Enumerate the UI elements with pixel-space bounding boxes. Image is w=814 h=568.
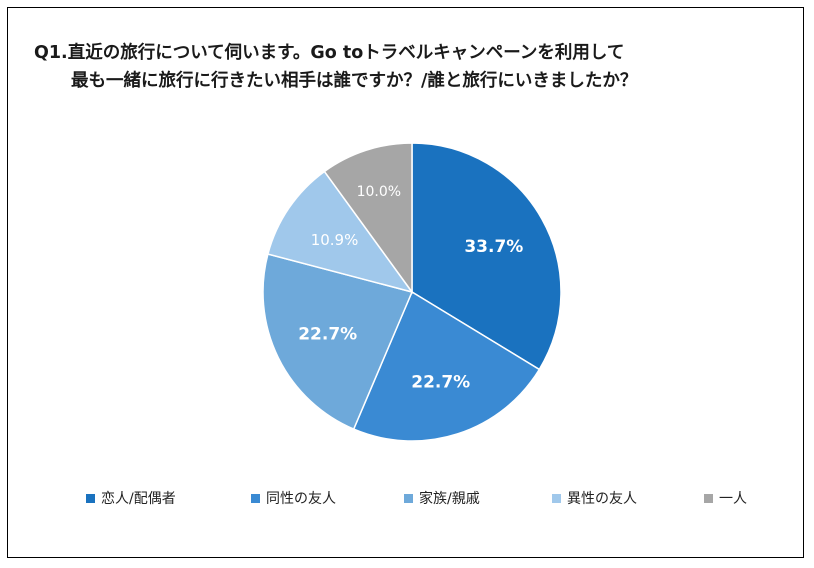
legend-label-1: 同性の友人 bbox=[266, 491, 336, 507]
chart-title: Q1.直近の旅行について伺います。Go toトラベルキャンペーンを利用して 最も… bbox=[34, 39, 774, 95]
legend-label-3: 異性の友人 bbox=[567, 491, 637, 507]
pie-slice-1 bbox=[352, 290, 541, 442]
legend-item-4: 一人 bbox=[704, 488, 747, 508]
data-label-3: 10.9% bbox=[311, 231, 359, 249]
chart-title-line-1: Q1.直近の旅行について伺います。Go toトラベルキャンペーンを利用して bbox=[34, 43, 625, 63]
pie-slice-2 bbox=[262, 253, 414, 431]
legend-swatch-1 bbox=[251, 493, 260, 503]
legend-label-4: 一人 bbox=[719, 491, 747, 507]
data-label-0: 33.7% bbox=[464, 237, 523, 257]
legend-label-0: 恋人/配偶者 bbox=[101, 491, 176, 507]
legend-item-0: 恋人/配偶者 bbox=[86, 488, 176, 508]
pie-slice-4 bbox=[323, 142, 413, 295]
legend-item-1: 同性の友人 bbox=[251, 488, 336, 508]
legend-swatch-3 bbox=[552, 493, 561, 503]
pie-slice-0 bbox=[411, 142, 562, 371]
data-label-1: 22.7% bbox=[411, 372, 470, 392]
legend-item-3: 異性の友人 bbox=[552, 488, 637, 508]
legend-label-2: 家族/親戚 bbox=[419, 491, 480, 507]
data-label-2: 22.7% bbox=[298, 324, 357, 344]
legend: 恋人/配偶者 同性の友人 家族/親戚 異性の友人 一人 bbox=[86, 488, 786, 508]
legend-swatch-0 bbox=[86, 493, 95, 503]
pie-slice-3 bbox=[267, 170, 414, 294]
legend-swatch-4 bbox=[704, 493, 713, 503]
legend-item-2: 家族/親戚 bbox=[404, 488, 480, 508]
chart-title-line-2: 最も一緒に旅行に行きたい相手は誰ですか？/誰と旅行にいきましたか？ bbox=[71, 71, 638, 91]
legend-swatch-2 bbox=[404, 493, 413, 503]
data-label-4: 10.0% bbox=[357, 184, 401, 200]
